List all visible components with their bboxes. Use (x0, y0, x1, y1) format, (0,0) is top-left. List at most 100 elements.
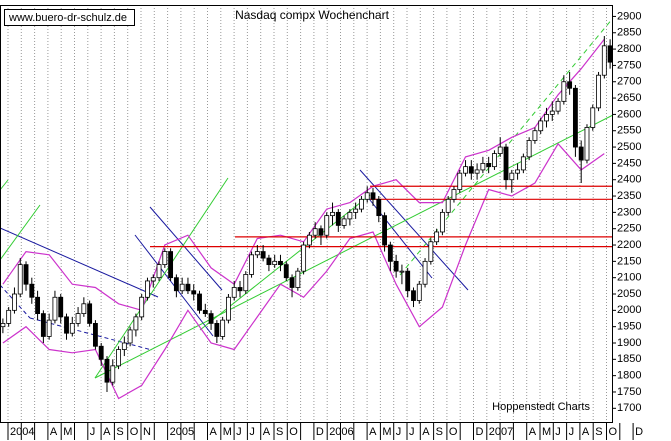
candle-body (434, 231, 440, 243)
candle-body (214, 322, 220, 337)
candle-body (549, 110, 555, 115)
y-tick-label: 2850 (617, 27, 641, 39)
y-tick-label: 1950 (617, 321, 641, 333)
x-tick-label: 2006 (329, 426, 353, 438)
x-tick-label: A (422, 426, 430, 438)
chart-title: Nasdaq compx Wochenchart (235, 8, 390, 22)
x-tick-label: N (143, 426, 151, 438)
y-tick-label: 2100 (617, 272, 641, 284)
candle-body (301, 244, 307, 272)
y-tick-label: 2150 (617, 255, 641, 267)
y-tick-label: 2550 (617, 125, 641, 137)
y-tick-label: 2700 (617, 76, 641, 88)
candle-body (145, 280, 150, 298)
candle-body (596, 74, 601, 109)
candle-body (422, 260, 428, 285)
candle-body (272, 260, 278, 266)
candle-body (468, 166, 474, 174)
x-tick-label: M (63, 426, 72, 438)
y-tick-label: 2250 (617, 223, 641, 235)
candle-body (179, 283, 185, 292)
candle-body (405, 270, 411, 292)
x-tick-label: A (263, 426, 271, 438)
y-tick-label: 2750 (617, 59, 641, 71)
y-tick-label: 2900 (617, 10, 641, 22)
candle-body (173, 277, 179, 292)
candle-body (601, 45, 607, 76)
candle-body (81, 303, 87, 315)
trend-line (0, 227, 159, 298)
x-tick-label: O (609, 426, 618, 438)
candle-body (75, 313, 81, 324)
x-tick-label: A (50, 426, 58, 438)
source-note: Hoppenstedt Charts (492, 401, 590, 413)
y-tick-label: 1850 (617, 353, 641, 365)
y-tick-label: 2300 (617, 206, 641, 218)
x-tick-label: M (223, 426, 232, 438)
candle-body (283, 264, 289, 279)
candle-body (486, 162, 492, 168)
x-tick-label: J (396, 426, 402, 438)
candle-body (526, 140, 532, 158)
candle-body (359, 198, 364, 210)
candle-body (23, 264, 29, 285)
candle-body (578, 146, 584, 161)
y-tick-label: 2500 (617, 141, 641, 153)
candle-body (58, 296, 64, 318)
candle-body (278, 260, 283, 266)
candle-body (497, 146, 503, 154)
candle-body (162, 251, 168, 266)
x-tick-label: O (130, 426, 139, 438)
candle-body (64, 316, 69, 334)
x-tick-label: 2004 (10, 426, 34, 438)
y-tick-label: 1800 (617, 370, 641, 382)
candle-body (387, 244, 393, 262)
candle-body (156, 264, 162, 279)
candle-body (555, 100, 561, 112)
y-tick-label: 2800 (617, 43, 641, 55)
y-tick-label: 2000 (617, 304, 641, 316)
candle-body (40, 313, 46, 337)
candle-body (266, 257, 272, 266)
candle-body (92, 322, 98, 347)
candle-body (532, 130, 538, 141)
x-tick-label: S (116, 426, 123, 438)
y-tick-label: 1900 (617, 337, 641, 349)
x-tick-label: J (236, 426, 242, 438)
candle-body (324, 215, 330, 236)
candle-body (393, 260, 399, 272)
candle-body (492, 153, 497, 168)
candle-body (17, 264, 23, 295)
trend-line (149, 206, 223, 291)
candle-body (364, 192, 370, 200)
candle-body (572, 87, 578, 148)
x-tick-label: A (103, 426, 111, 438)
candle-body (318, 228, 324, 236)
candle-body (370, 192, 376, 200)
candle-body (6, 309, 12, 324)
x-tick-label: A (582, 426, 590, 438)
candle-body (249, 254, 254, 275)
candle-body (87, 303, 93, 324)
candle-body (231, 287, 237, 298)
candle-body (567, 81, 573, 89)
x-tick-label: O (289, 426, 298, 438)
candle-body (503, 146, 509, 181)
y-tick-label: 2200 (617, 239, 641, 251)
trend-line (359, 169, 469, 291)
candle-body (509, 172, 515, 181)
x-tick-label: J (249, 426, 255, 438)
candle-body (168, 251, 174, 279)
candle-body (347, 211, 353, 220)
candle-body (439, 211, 445, 233)
candle-body (226, 296, 231, 321)
candle-body (12, 293, 17, 311)
candle-body (139, 296, 145, 318)
x-tick-label: 2007 (489, 426, 513, 438)
candle-body (584, 127, 590, 161)
candle-body (121, 342, 127, 350)
candle-body (260, 251, 266, 259)
candle-body (237, 287, 243, 292)
x-tick-label: D (316, 426, 324, 438)
